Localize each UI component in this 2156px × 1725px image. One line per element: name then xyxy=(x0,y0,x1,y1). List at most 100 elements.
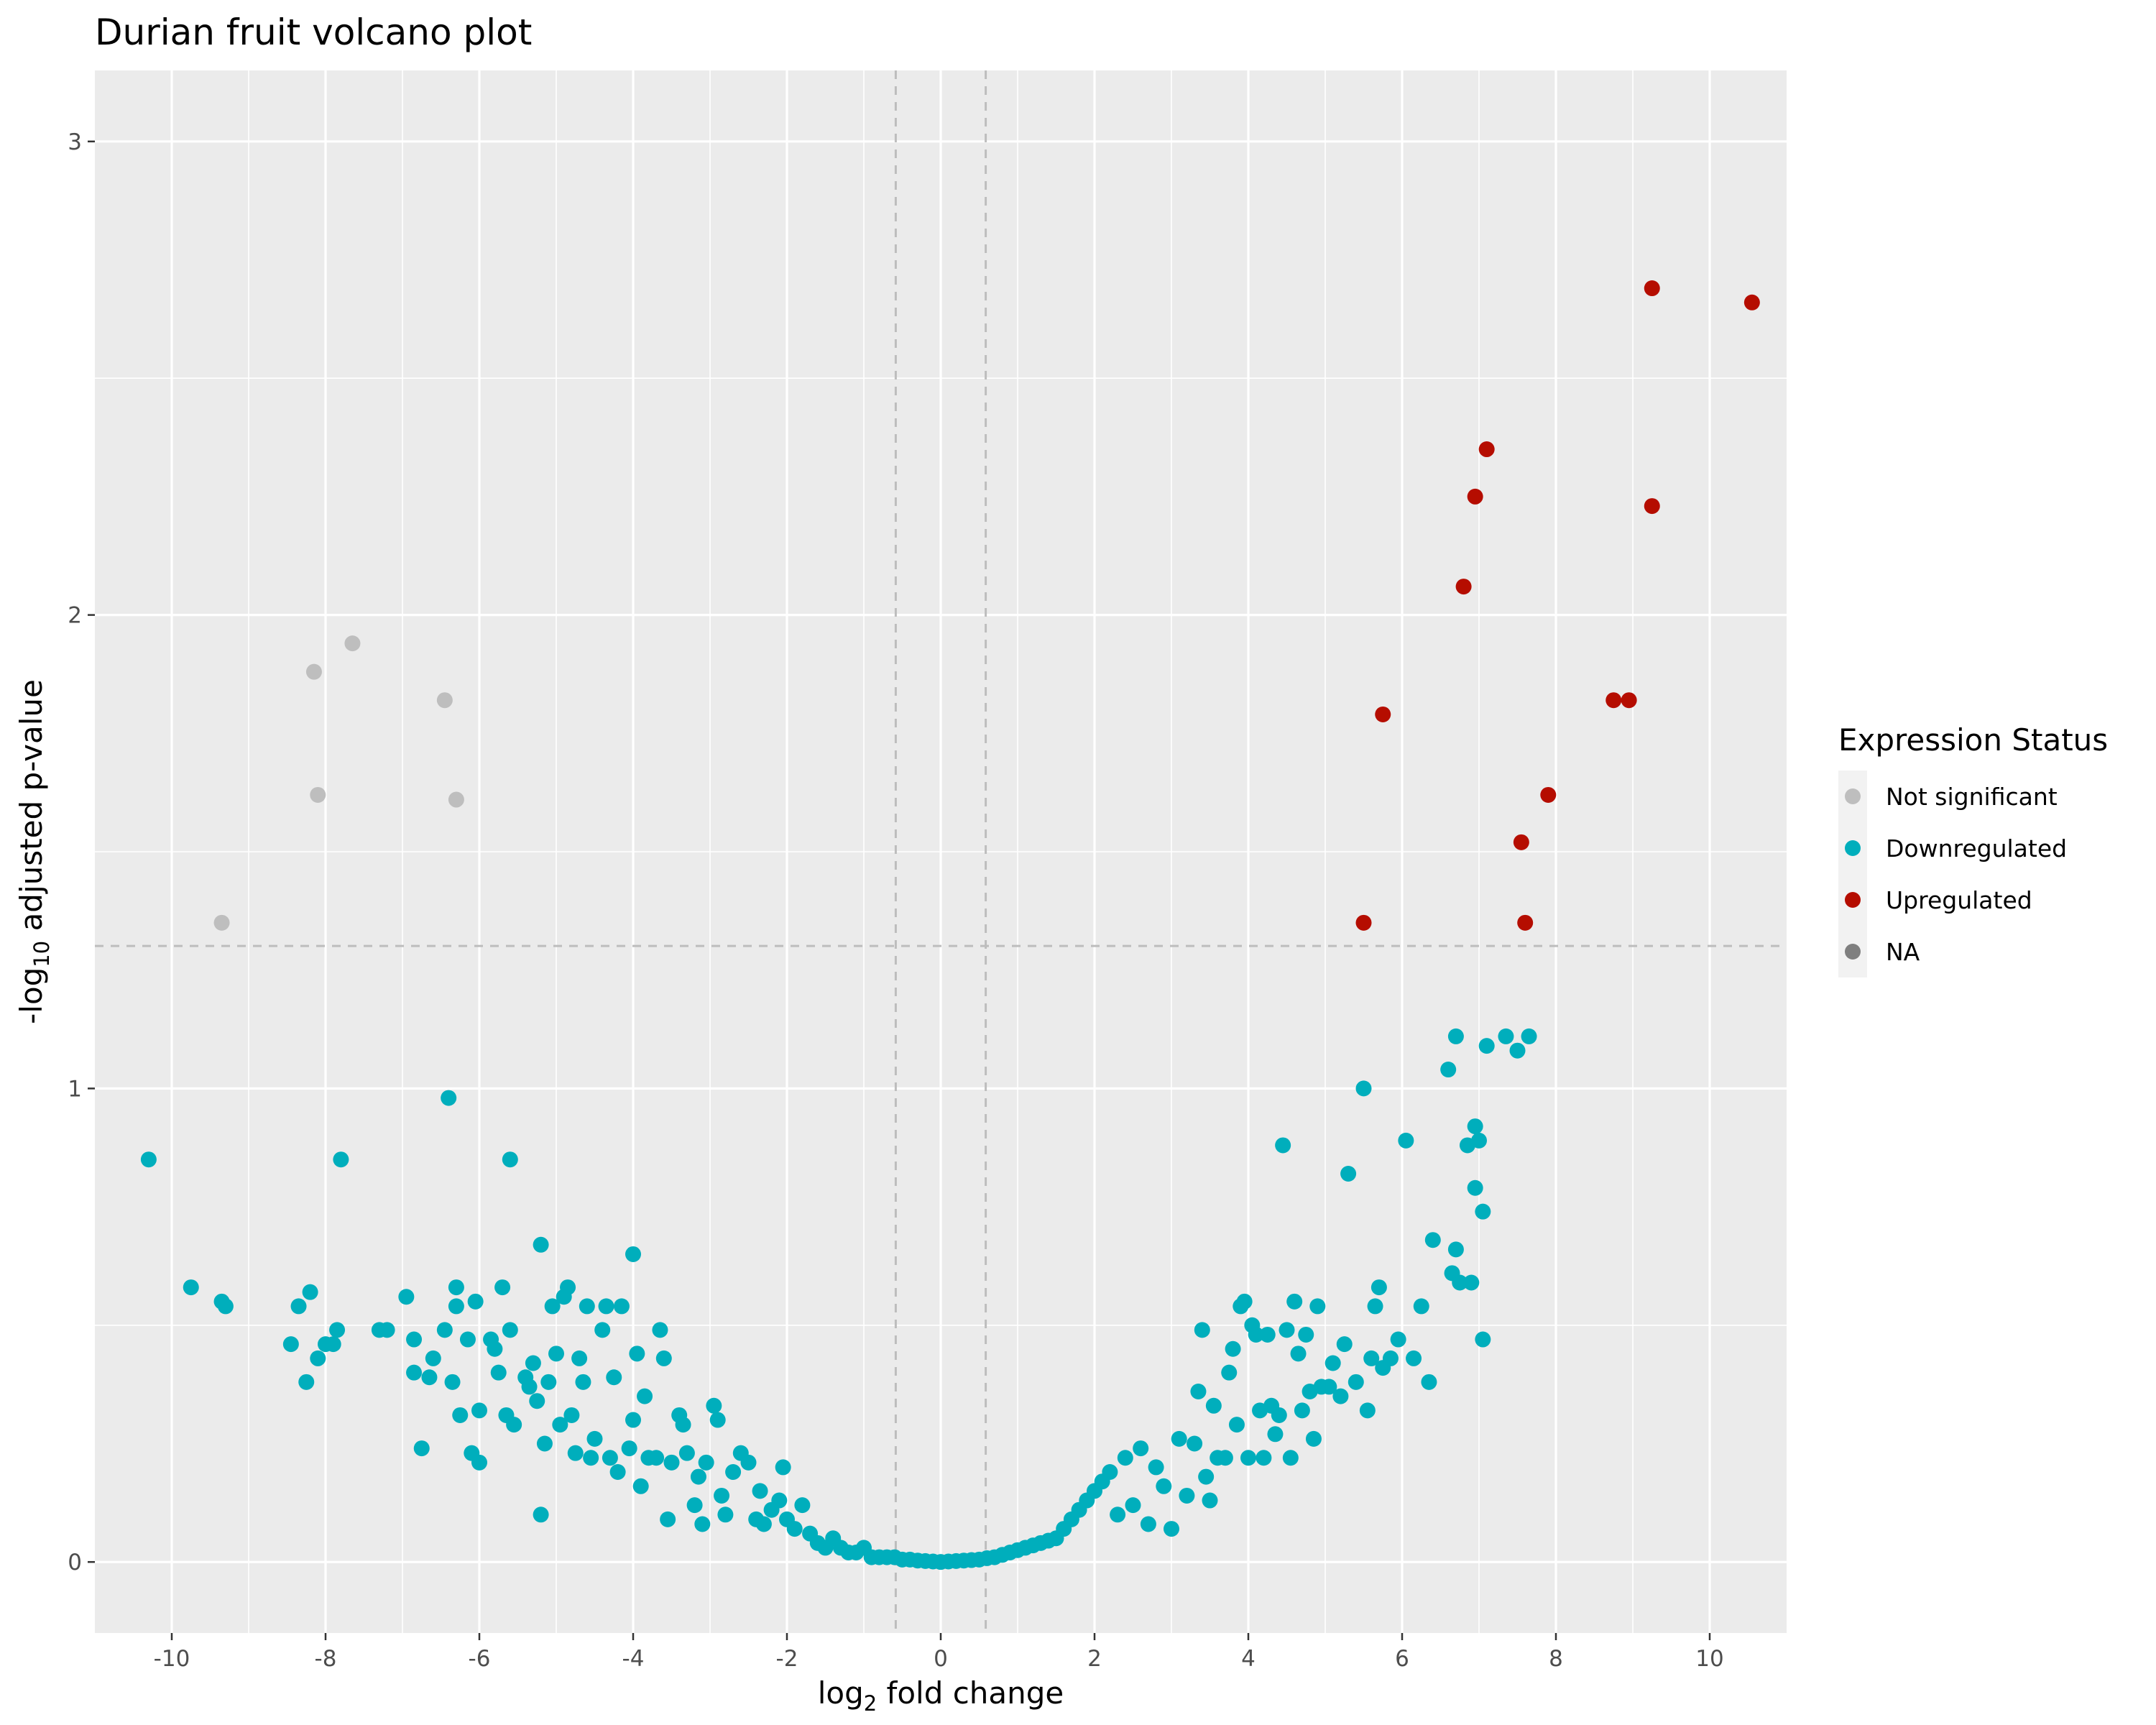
x-tick-label: -4 xyxy=(622,1646,645,1672)
legend-title: Expression Status xyxy=(1838,722,2108,758)
point-downregulated xyxy=(298,1374,315,1390)
point-downregulated xyxy=(444,1374,461,1390)
point-downregulated xyxy=(1256,1450,1272,1466)
point-downregulated xyxy=(675,1417,691,1433)
point-downregulated xyxy=(1125,1497,1141,1514)
reference-lines xyxy=(95,70,1787,1633)
point-downregulated xyxy=(441,1090,457,1106)
point-downregulated xyxy=(1475,1203,1491,1220)
point-downregulated xyxy=(1290,1346,1307,1362)
point-downregulated xyxy=(1267,1426,1284,1443)
y-tick-label: 1 xyxy=(68,1076,82,1102)
point-downregulated xyxy=(1282,1450,1299,1466)
chart-title: Durian fruit volcano plot xyxy=(95,12,532,53)
point-downregulated xyxy=(217,1298,234,1315)
point-upregulated xyxy=(1517,914,1534,931)
point-downregulated xyxy=(771,1492,788,1509)
point-downregulated xyxy=(452,1407,469,1423)
legend-key-not-significant xyxy=(1845,788,1861,804)
x-tick-label: -10 xyxy=(154,1646,190,1672)
point-downregulated xyxy=(1275,1137,1291,1154)
x-tick-label: -8 xyxy=(315,1646,337,1672)
point-downregulated xyxy=(425,1350,441,1366)
point-downregulated xyxy=(1359,1402,1376,1419)
point-downregulated xyxy=(1298,1326,1314,1343)
point-downregulated xyxy=(1447,1028,1464,1044)
point-downregulated xyxy=(1332,1388,1349,1404)
point-downregulated xyxy=(406,1331,423,1348)
point-downregulated xyxy=(740,1454,757,1471)
point-downregulated xyxy=(421,1369,438,1386)
point-downregulated xyxy=(1390,1331,1406,1348)
x-axis-ticks: -10 -8 -6 -4 -2 0 2 4 6 8 10 xyxy=(154,1633,1724,1672)
point-downregulated xyxy=(1286,1293,1303,1310)
point-downregulated xyxy=(1471,1132,1487,1149)
x-axis-title: log2 fold change xyxy=(818,1675,1064,1716)
point-downregulated xyxy=(1171,1430,1187,1447)
point-upregulated xyxy=(1478,441,1495,458)
point-downregulated xyxy=(406,1364,423,1381)
point-downregulated xyxy=(625,1412,641,1428)
point-downregulated xyxy=(1202,1492,1218,1509)
point-upregulated xyxy=(1644,280,1660,297)
point-downregulated xyxy=(521,1379,538,1395)
point-downregulated xyxy=(448,1298,464,1315)
point-not-significant xyxy=(436,692,453,709)
point-downregulated xyxy=(648,1450,665,1466)
point-downregulated xyxy=(786,1521,803,1537)
point-downregulated xyxy=(436,1322,453,1338)
point-downregulated xyxy=(1198,1468,1215,1485)
point-downregulated xyxy=(1348,1374,1364,1390)
point-downregulated xyxy=(625,1246,641,1262)
point-downregulated xyxy=(533,1506,549,1523)
point-downregulated xyxy=(1148,1459,1164,1476)
point-downregulated xyxy=(1367,1298,1383,1315)
point-downregulated xyxy=(494,1279,511,1296)
point-downregulated xyxy=(552,1417,568,1433)
point-downregulated xyxy=(333,1151,349,1168)
point-downregulated xyxy=(1248,1326,1264,1343)
point-downregulated xyxy=(652,1322,668,1338)
point-downregulated xyxy=(575,1374,591,1390)
point-downregulated xyxy=(1355,1080,1372,1097)
point-downregulated xyxy=(1294,1402,1310,1419)
point-downregulated xyxy=(1102,1464,1118,1481)
point-downregulated xyxy=(1336,1336,1353,1353)
point-downregulated xyxy=(448,1279,464,1296)
point-downregulated xyxy=(1309,1298,1326,1315)
x-tick-label: -6 xyxy=(469,1646,491,1672)
point-downregulated xyxy=(637,1388,653,1404)
x-tick-label: 4 xyxy=(1241,1646,1256,1672)
point-downregulated xyxy=(1240,1450,1256,1466)
point-downregulated xyxy=(329,1322,346,1338)
point-downregulated xyxy=(583,1450,599,1466)
point-not-significant xyxy=(310,786,326,803)
point-downregulated xyxy=(567,1445,584,1461)
point-downregulated xyxy=(1467,1118,1483,1135)
point-downregulated xyxy=(379,1322,395,1338)
legend-key-upregulated xyxy=(1845,892,1861,908)
point-downregulated xyxy=(1117,1450,1133,1466)
point-downregulated xyxy=(678,1445,695,1461)
point-not-significant xyxy=(305,663,322,680)
point-downregulated xyxy=(310,1350,326,1366)
point-downregulated xyxy=(1509,1042,1526,1059)
point-downregulated xyxy=(1271,1407,1287,1423)
point-downregulated xyxy=(290,1298,307,1315)
point-downregulated xyxy=(1133,1440,1149,1457)
point-downregulated xyxy=(1187,1435,1203,1452)
point-downregulated xyxy=(1452,1274,1468,1291)
point-downregulated xyxy=(632,1478,649,1494)
point-downregulated xyxy=(502,1151,518,1168)
point-upregulated xyxy=(1375,706,1391,722)
point-downregulated xyxy=(1478,1038,1495,1054)
point-downregulated xyxy=(1363,1350,1380,1366)
point-downregulated xyxy=(471,1402,487,1419)
point-downregulated xyxy=(571,1350,588,1366)
point-downregulated xyxy=(717,1506,734,1523)
point-downregulated xyxy=(1217,1450,1233,1466)
point-downregulated xyxy=(467,1293,484,1310)
point-downregulated xyxy=(663,1454,680,1471)
point-downregulated xyxy=(1370,1279,1387,1296)
point-upregulated xyxy=(1743,294,1760,310)
